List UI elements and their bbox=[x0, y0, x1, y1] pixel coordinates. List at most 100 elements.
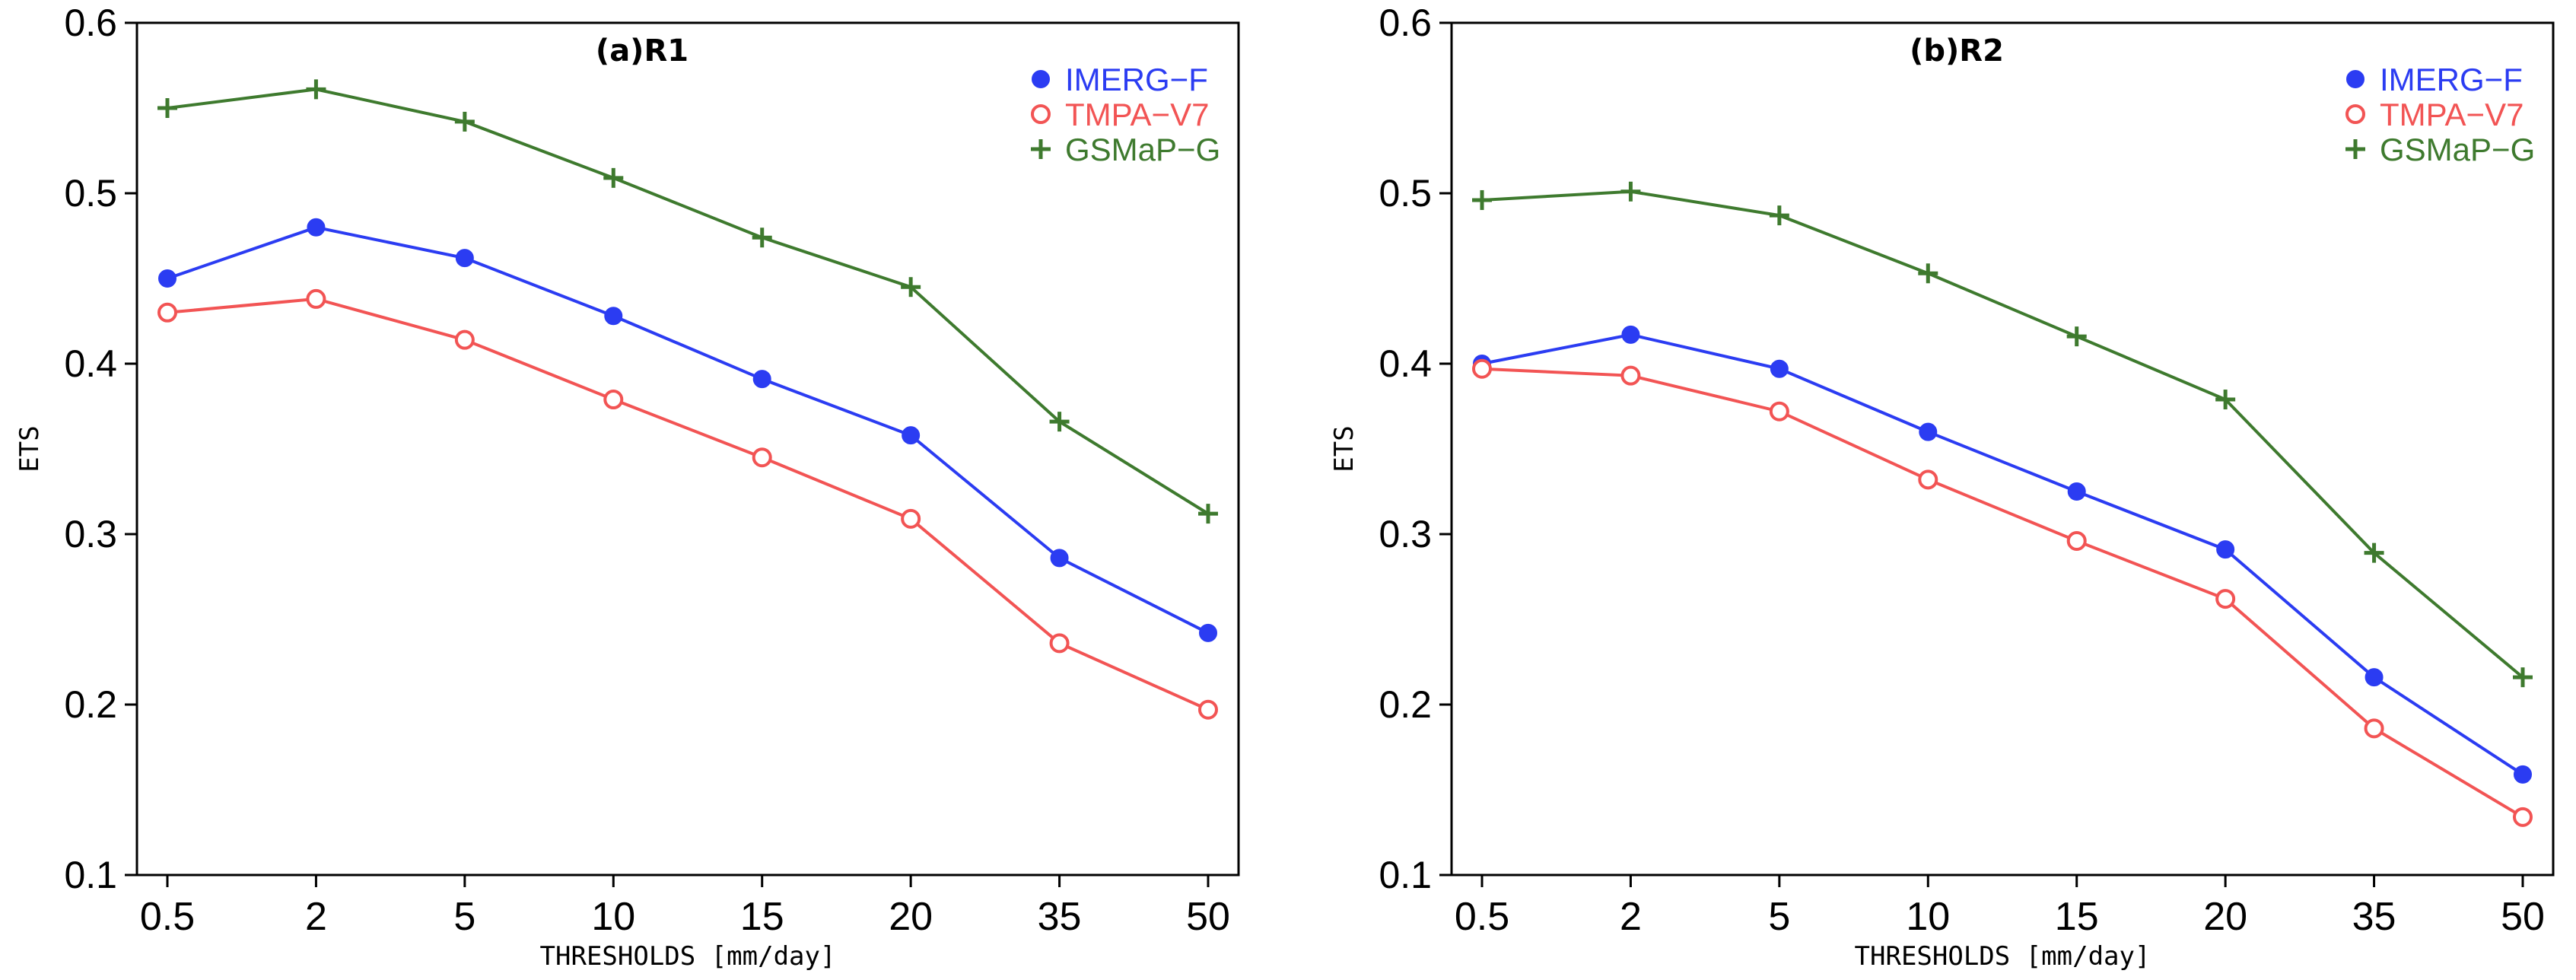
data-point bbox=[2514, 765, 2532, 784]
data-point bbox=[603, 167, 624, 188]
x-tick-label: 20 bbox=[2203, 895, 2247, 939]
y-tick-label: 0.5 bbox=[64, 172, 117, 215]
x-tick-label: 2 bbox=[305, 895, 327, 939]
data-point bbox=[1198, 699, 1218, 720]
x-tick-label: 0.5 bbox=[140, 895, 195, 939]
data-point bbox=[1620, 181, 1641, 202]
y-tick-label: 0.6 bbox=[1379, 2, 1432, 44]
y-tick-label: 0.5 bbox=[1379, 172, 1432, 215]
x-tick-label: 2 bbox=[1620, 895, 1642, 939]
y-tick-label: 0.6 bbox=[64, 2, 117, 44]
chart-title: (a)R1 bbox=[596, 33, 689, 68]
legend-entry: IMERG−F bbox=[1065, 62, 1208, 97]
data-point bbox=[2215, 390, 2236, 410]
series-line bbox=[167, 297, 1209, 711]
data-point bbox=[1918, 263, 1938, 284]
x-tick-label: 35 bbox=[1038, 895, 1082, 939]
data-point bbox=[2067, 482, 2086, 501]
data-point bbox=[2513, 807, 2533, 827]
x-tick-label: 10 bbox=[591, 895, 635, 939]
series-line bbox=[167, 88, 1210, 515]
data-point bbox=[1199, 623, 1217, 642]
legend-marker bbox=[1031, 139, 1051, 159]
legend-marker bbox=[2345, 104, 2365, 124]
data-point bbox=[157, 98, 177, 118]
data-point bbox=[455, 249, 474, 268]
chart-panel-b: 0.1 0.2 0.3 0.4 0.5 0.6 0.5 2 5 10 15 20 35 50 THRESHO… bbox=[1329, 2, 2555, 972]
data-point bbox=[603, 390, 624, 410]
x-tick-label: 15 bbox=[740, 895, 784, 939]
x-tick-label: 15 bbox=[2055, 895, 2099, 939]
data-point bbox=[454, 329, 475, 350]
data-point bbox=[2365, 668, 2384, 687]
x-tick-label: 10 bbox=[1906, 895, 1950, 939]
data-point bbox=[2215, 589, 2236, 609]
data-point bbox=[1198, 504, 1218, 524]
data-point bbox=[2066, 326, 2087, 347]
x-tick-label: 50 bbox=[1186, 895, 1230, 939]
data-point bbox=[1050, 549, 1069, 568]
data-point bbox=[307, 218, 326, 237]
x-tick-label: 50 bbox=[2501, 895, 2545, 939]
data-point bbox=[1918, 469, 1938, 490]
data-point bbox=[1620, 365, 1641, 386]
x-tick-label: 20 bbox=[889, 895, 933, 939]
y-axis-label: ETS bbox=[14, 425, 45, 472]
legend-entry: TMPA−V7 bbox=[2380, 97, 2524, 132]
series-line bbox=[1481, 189, 2524, 679]
data-point bbox=[306, 288, 326, 309]
y-tick-label: 0.4 bbox=[64, 342, 117, 385]
legend-entry: GSMaP−G bbox=[1065, 132, 1220, 167]
data-point bbox=[2066, 530, 2087, 551]
x-tick-label: 0.5 bbox=[1455, 895, 1509, 939]
x-tick-label: 5 bbox=[453, 895, 475, 939]
legend-marker bbox=[2346, 70, 2365, 88]
legend-marker bbox=[1031, 104, 1051, 124]
x-axis-label: THRESHOLDS [mm/day] bbox=[1855, 941, 2151, 972]
x-tick-label: 35 bbox=[2352, 895, 2396, 939]
y-tick-label: 0.3 bbox=[1379, 513, 1432, 555]
data-point bbox=[604, 307, 623, 326]
y-tick-label: 0.2 bbox=[1379, 683, 1432, 726]
data-point bbox=[902, 426, 921, 445]
plot-frame bbox=[135, 21, 1240, 877]
data-point bbox=[901, 277, 921, 298]
data-point bbox=[752, 370, 771, 389]
chart-title: (b)R2 bbox=[1910, 33, 2004, 68]
y-axis-label: ETS bbox=[1329, 425, 1360, 472]
y-tick-label: 0.1 bbox=[64, 854, 117, 896]
y-tick-label: 0.2 bbox=[64, 683, 117, 726]
legend-entry: TMPA−V7 bbox=[1065, 97, 1209, 132]
chart-panel-a: 0.1 0.2 0.3 0.4 0.5 0.6 0.5 2 5 10 15 20 35 50 THRESHO… bbox=[14, 2, 1240, 972]
data-point bbox=[1621, 325, 1640, 344]
data-point bbox=[2364, 542, 2384, 563]
data-point bbox=[1770, 359, 1789, 378]
data-point bbox=[306, 79, 326, 100]
y-tick-label: 0.3 bbox=[64, 513, 117, 555]
data-point bbox=[1472, 189, 1492, 210]
data-point bbox=[752, 447, 772, 468]
data-point bbox=[1919, 422, 1938, 441]
data-point bbox=[1769, 401, 1789, 422]
legend-entry: IMERG−F bbox=[2380, 62, 2523, 97]
data-point bbox=[454, 111, 475, 132]
series-line bbox=[167, 225, 1209, 635]
data-point bbox=[1472, 358, 1492, 379]
data-point bbox=[2513, 667, 2533, 688]
x-axis-label: THRESHOLDS [mm/day] bbox=[540, 941, 836, 972]
legend-marker bbox=[2345, 139, 2365, 159]
y-tick-label: 0.1 bbox=[1379, 854, 1432, 896]
series-line bbox=[1481, 332, 2524, 776]
legend-marker bbox=[1032, 70, 1050, 88]
legend-entry: GSMaP−G bbox=[2380, 132, 2535, 167]
data-point bbox=[158, 269, 177, 288]
data-point bbox=[157, 302, 177, 323]
data-point bbox=[1049, 412, 1070, 432]
series-line bbox=[1481, 367, 2524, 819]
x-tick-label: 5 bbox=[1768, 895, 1790, 939]
y-tick-label: 0.4 bbox=[1379, 342, 1432, 385]
data-point bbox=[752, 228, 772, 248]
data-point bbox=[1769, 205, 1789, 226]
data-point bbox=[901, 508, 921, 529]
